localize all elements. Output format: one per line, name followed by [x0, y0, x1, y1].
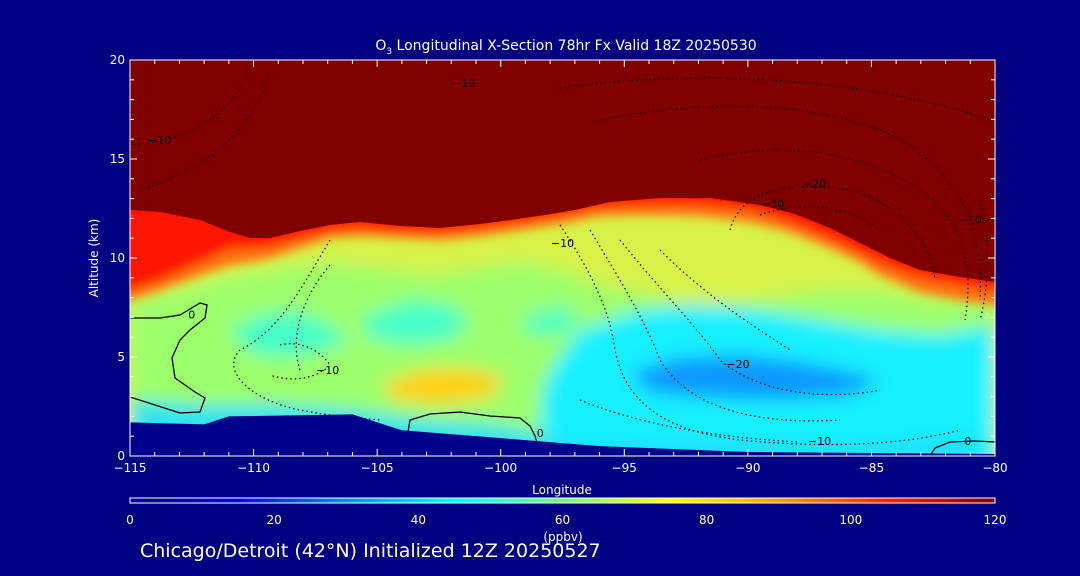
- contour-label: −10: [959, 213, 982, 226]
- y-tick-label: 5: [117, 350, 125, 364]
- y-tick-label: 10: [110, 251, 125, 265]
- ozone-field: [130, 60, 995, 456]
- terrain-surface: [130, 414, 995, 456]
- colorbar-tick-label: 0: [126, 513, 134, 527]
- colorbar-tick-label: 120: [984, 513, 1007, 527]
- chart-title: O3 Longitudinal X-Section 78hr Fx Valid …: [375, 38, 756, 57]
- contour-lines-dotted: [130, 69, 991, 446]
- colorbar-tick-label: 80: [699, 513, 714, 527]
- x-tick-label: −80: [982, 461, 1007, 475]
- colorbar-tick-label: 20: [267, 513, 282, 527]
- field-blue-core: [630, 355, 880, 400]
- y-axis: 0 5 10 15 20: [110, 53, 995, 463]
- y-tick-label: 15: [110, 152, 125, 166]
- contour-label: 0: [188, 308, 195, 321]
- colorbar-units-label: (ppbv): [543, 530, 582, 544]
- colorbar-tick-label: 100: [839, 513, 862, 527]
- contour-label: −20: [803, 178, 826, 191]
- colorbar-tick-label: 40: [411, 513, 426, 527]
- contour-label: 0: [964, 435, 971, 448]
- contour-lines-zero: [130, 302, 995, 456]
- contour-labels: −10 −10 −20 −30 −10 −10 0 −10 −20 −10 0 0: [148, 77, 982, 448]
- x-tick-label: −100: [484, 461, 517, 475]
- x-axis-label: Longitude: [532, 483, 592, 497]
- x-tick-label: −90: [735, 461, 760, 475]
- colorbar-gradient: [129, 497, 996, 504]
- contour-label: −10: [808, 435, 831, 448]
- x-tick-label: −115: [114, 461, 147, 475]
- field-mid-cyan-bands: [230, 312, 350, 358]
- x-tick-label: −110: [237, 461, 270, 475]
- contour-label: −30: [761, 198, 784, 211]
- contour-label: 0: [537, 427, 544, 440]
- field-low-yellow: [380, 368, 505, 405]
- x-axis: −115 −110 −105 −100 −95 −90 −85 −80: [114, 60, 1008, 475]
- footer-initialization-text: Chicago/Detroit (42°N) Initialized 12Z 2…: [140, 540, 601, 562]
- y-tick-label: 0: [117, 449, 125, 463]
- contour-label: −10: [551, 237, 574, 250]
- colorbar-tick-label: 60: [555, 513, 570, 527]
- contour-label: −10: [452, 77, 475, 90]
- colorbar: 0 20 40 60 80 100 120 (ppbv): [126, 497, 1006, 544]
- x-tick-label: −105: [361, 461, 394, 475]
- contour-label: −10: [148, 134, 171, 147]
- contour-label: −20: [726, 358, 749, 371]
- x-tick-label: −95: [612, 461, 637, 475]
- contour-label: −10: [316, 364, 339, 377]
- field-stratosphere-maroon: [130, 60, 995, 282]
- colorbar-ticks: 0 20 40 60 80 100 120: [126, 513, 1006, 527]
- y-axis-label: Altitude (km): [87, 219, 101, 298]
- x-tick-label: −85: [859, 461, 884, 475]
- y-tick-label: 20: [110, 53, 125, 67]
